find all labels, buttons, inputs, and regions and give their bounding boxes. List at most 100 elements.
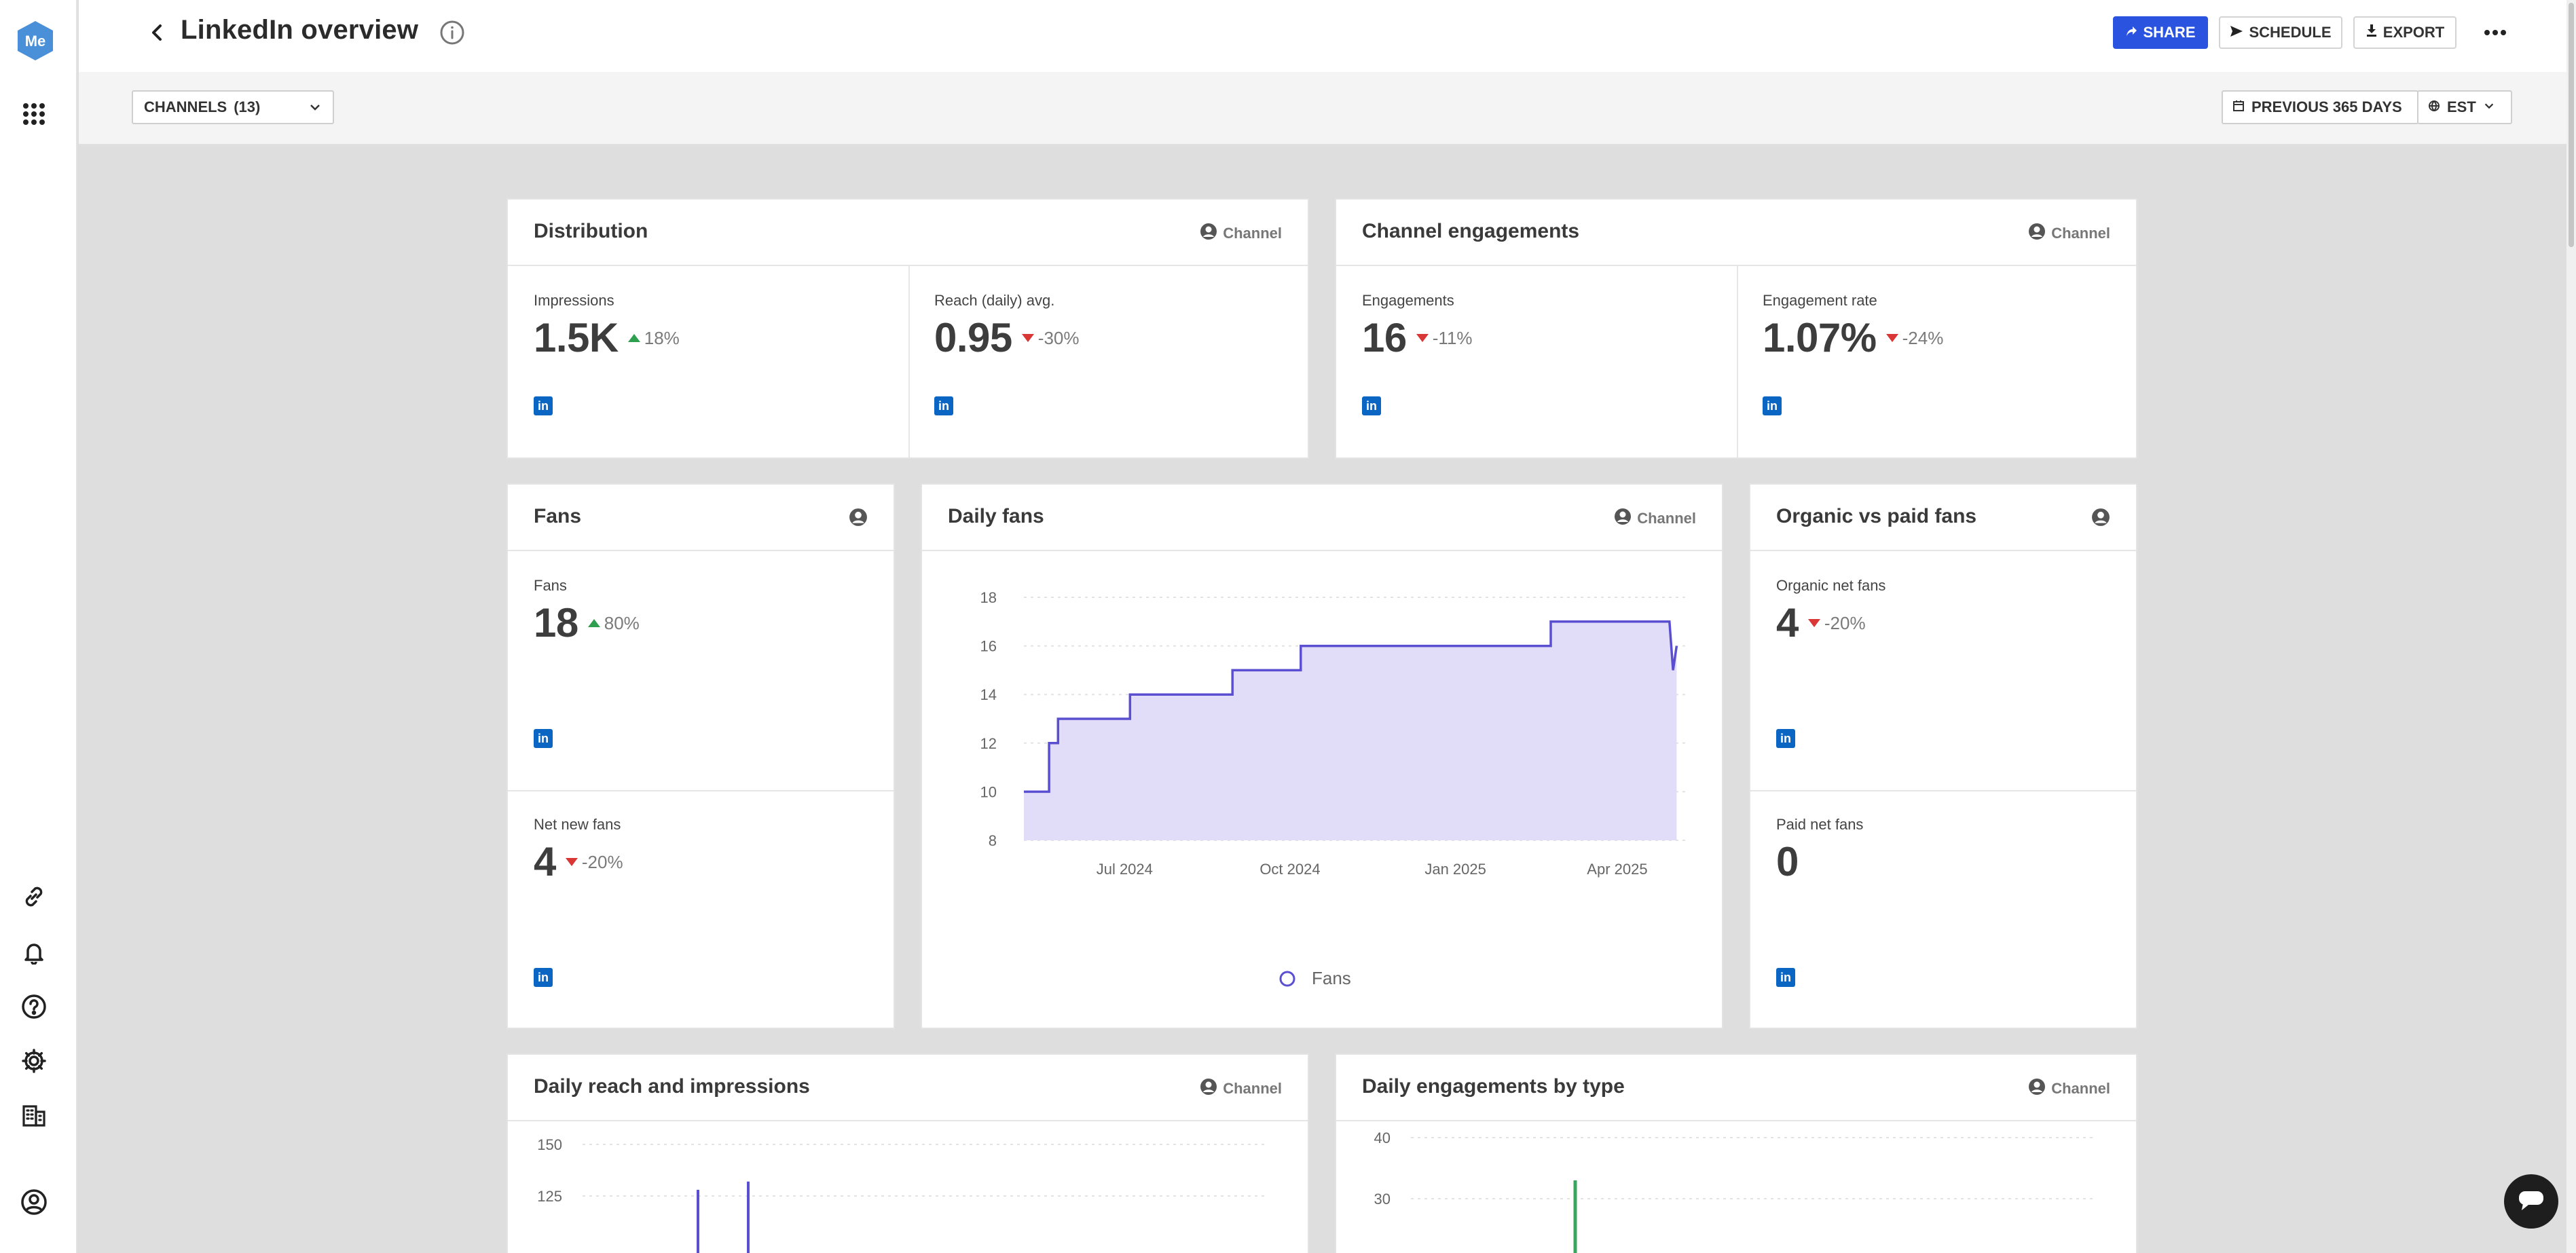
linkedin-icon: in — [534, 729, 553, 748]
y-tick-label: 8 — [989, 832, 997, 849]
card-title: Daily engagements by type — [1362, 1075, 1625, 1098]
account-icon[interactable] — [18, 1186, 50, 1218]
person-icon — [1200, 223, 1217, 244]
back-icon[interactable] — [144, 19, 171, 46]
chat-icon — [2518, 1189, 2545, 1215]
schedule-button[interactable]: SCHEDULE — [2219, 16, 2342, 49]
organic-net-fans-metric: Organic net fans 4 -20% — [1776, 577, 1885, 645]
channel-chip[interactable]: Channel — [1200, 223, 1282, 244]
metric-delta: 18% — [644, 327, 680, 348]
card-header: Daily fans Channel — [922, 485, 1722, 551]
metric-label: Engagement rate — [1763, 292, 1877, 309]
date-range-button[interactable]: PREVIOUS 365 DAYS — [2222, 90, 2418, 124]
schedule-label: SCHEDULE — [2249, 24, 2332, 41]
daily-fans-chart: 8 10 12 14 16 18 Jul 2024 Oct 2024 Jan 2025 Apr 2… — [980, 589, 1687, 988]
channel-chip[interactable]: Channel — [1200, 1078, 1282, 1100]
trend-down-icon — [565, 858, 578, 866]
metric-delta: 80% — [604, 612, 640, 633]
trend-down-icon — [1807, 619, 1820, 627]
person-icon — [1200, 1078, 1217, 1100]
legend-marker — [1279, 971, 1295, 987]
date-range-label: PREVIOUS 365 DAYS — [2251, 98, 2402, 115]
channel-chip-label: Channel — [1223, 1080, 1282, 1097]
y-tick-label: 30 — [1374, 1191, 1391, 1208]
x-tick-label: Jan 2025 — [1424, 861, 1486, 878]
metric-label: Fans — [534, 577, 567, 594]
chevron-down-icon — [308, 100, 322, 118]
y-tick-label: 125 — [537, 1188, 562, 1205]
person-icon — [2028, 1078, 2046, 1100]
channel-chip[interactable] — [2091, 508, 2110, 531]
link-icon[interactable] — [18, 881, 50, 912]
bell-icon[interactable] — [18, 937, 50, 968]
card-header: Fans — [508, 485, 894, 551]
globe-icon — [2428, 98, 2440, 116]
left-nav-rail: Me — [0, 0, 77, 1253]
chevron-down-icon — [2483, 98, 2495, 116]
metric-value: 0.95 — [934, 315, 1012, 360]
scrollbar[interactable] — [2566, 0, 2576, 1253]
more-icon[interactable] — [2478, 18, 2512, 48]
y-tick-label: 14 — [980, 686, 997, 703]
trend-down-icon — [1021, 334, 1034, 342]
metric-value: 4 — [1776, 600, 1799, 646]
channel-chip[interactable]: Channel — [1614, 508, 1696, 529]
info-icon[interactable] — [439, 19, 466, 46]
metric-delta: -20% — [1824, 612, 1866, 633]
chat-button[interactable] — [2504, 1174, 2558, 1229]
channel-chip[interactable]: Channel — [2028, 1078, 2110, 1100]
fans-card: Fans Fans 18 80% in Net new fans 4 -20% … — [507, 483, 895, 1029]
metric-label: Net new fans — [534, 816, 621, 833]
metric-delta: -11% — [1432, 327, 1473, 348]
linkedin-icon: in — [1776, 729, 1795, 748]
legend-label: Fans — [1312, 968, 1351, 988]
apps-grid-icon[interactable] — [18, 98, 50, 130]
card-title: Distribution — [534, 220, 648, 242]
metric-label: Engagements — [1362, 292, 1454, 309]
person-icon — [2091, 508, 2110, 531]
metric-label: Paid net fans — [1776, 816, 1864, 833]
gear-icon[interactable] — [18, 1045, 50, 1077]
person-icon — [849, 508, 868, 531]
linkedin-icon: in — [534, 396, 553, 415]
page-title: LinkedIn overview — [181, 15, 419, 45]
channel-chip[interactable] — [849, 508, 868, 531]
share-icon — [2125, 24, 2137, 41]
building-icon[interactable] — [18, 1100, 50, 1131]
fans-metric: Fans 18 80% — [534, 577, 640, 645]
card-title: Daily reach and impressions — [534, 1075, 810, 1098]
person-icon — [1614, 508, 1632, 529]
card-title: Fans — [534, 505, 582, 527]
net-new-fans-metric: Net new fans 4 -20% — [534, 816, 623, 884]
scrollbar-thumb[interactable] — [2569, 3, 2574, 247]
calendar-icon — [2232, 98, 2245, 116]
channel-chip-label: Channel — [2051, 1080, 2110, 1097]
daily-fans-card: Daily fans Channel 8 10 12 14 16 18 Jul 2024 Oc… — [921, 483, 1723, 1029]
metric-label: Organic net fans — [1776, 577, 1886, 594]
card-header: Daily reach and impressions Channel — [508, 1055, 1308, 1121]
metric-value: 1.07% — [1763, 315, 1877, 360]
help-icon[interactable] — [18, 991, 50, 1022]
trend-up-icon — [627, 334, 640, 342]
share-button[interactable]: SHARE — [2113, 16, 2208, 49]
channel-chip[interactable]: Channel — [2028, 223, 2110, 244]
fans-series-area — [1024, 621, 1677, 840]
metric-delta: -20% — [581, 851, 623, 872]
channel-chip-label: Channel — [1637, 510, 1696, 527]
divider — [1750, 790, 2136, 791]
channels-dropdown[interactable]: CHANNELS (13) — [132, 90, 334, 124]
divider — [1737, 266, 1738, 457]
linkedin-icon: in — [534, 968, 553, 987]
share-label: SHARE — [2143, 24, 2196, 41]
timezone-label: EST — [2447, 98, 2476, 115]
daily-engagements-chart: 30 40 — [1374, 1129, 2097, 1253]
metric-value: 0 — [1776, 839, 1799, 884]
paid-net-fans-metric: Paid net fans 0 — [1776, 816, 1863, 884]
export-button[interactable]: EXPORT — [2353, 16, 2457, 49]
y-tick-label: 16 — [980, 638, 997, 655]
app-logo[interactable]: Me — [16, 20, 55, 62]
y-tick-label: 12 — [980, 735, 997, 752]
timezone-dropdown[interactable]: EST — [2417, 90, 2512, 124]
card-header: Daily engagements by type Channel — [1336, 1055, 2136, 1121]
